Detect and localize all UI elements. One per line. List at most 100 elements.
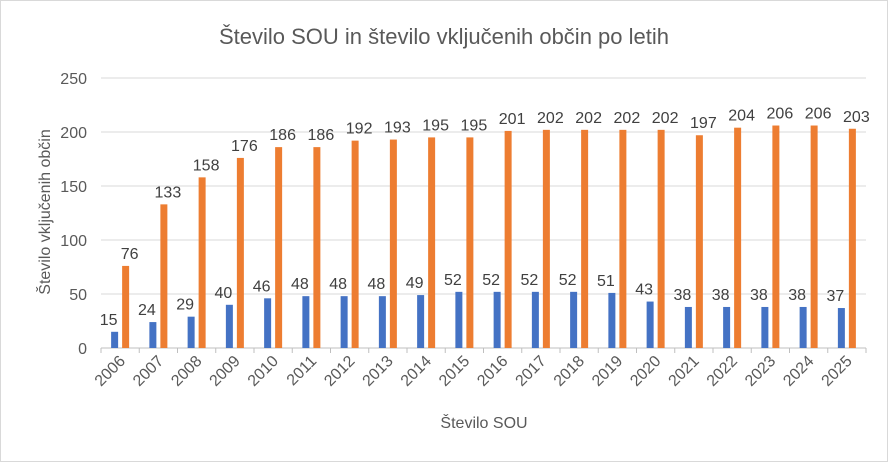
bar-sou <box>149 322 157 348</box>
bar-obcine <box>581 129 589 348</box>
bar-sou <box>455 291 463 348</box>
x-tick-label: 2020 <box>627 353 664 390</box>
x-tick-label: 2013 <box>360 353 397 390</box>
chart-title: Število SOU in število vključenih občin … <box>219 24 669 49</box>
data-label: 48 <box>367 276 385 293</box>
y-tick-label: 0 <box>78 341 87 358</box>
data-label: 49 <box>406 275 424 292</box>
data-label: 38 <box>750 287 768 304</box>
data-label: 192 <box>346 121 373 138</box>
data-label: 24 <box>138 302 156 319</box>
bar-obcine <box>504 130 512 348</box>
data-label: 202 <box>652 110 679 127</box>
data-label: 204 <box>728 108 755 125</box>
data-label: 202 <box>537 110 564 127</box>
bar-sou <box>646 301 654 348</box>
data-label: 43 <box>635 282 653 299</box>
data-label: 38 <box>788 287 806 304</box>
y-tick-label: 200 <box>60 125 87 142</box>
bar-obcine <box>619 129 627 348</box>
bar-obcine <box>313 147 321 348</box>
data-label: 186 <box>308 127 335 144</box>
data-label: 203 <box>843 109 870 126</box>
data-label: 15 <box>100 312 118 329</box>
data-label: 201 <box>499 111 526 128</box>
bar-obcine <box>542 129 550 348</box>
data-label: 186 <box>269 127 296 144</box>
y-tick-label: 250 <box>60 71 87 88</box>
bar-sou <box>225 304 233 348</box>
y-axis-label: Število vključenih občin <box>35 129 54 294</box>
x-tick-label: 2012 <box>321 353 358 390</box>
x-tick-label: 2025 <box>819 353 856 390</box>
bar-sou <box>723 306 731 348</box>
bar-sou <box>187 316 195 348</box>
x-tick-label: 2022 <box>704 353 741 390</box>
bar-sou <box>264 298 272 348</box>
data-label: 158 <box>193 157 220 174</box>
bar-sou <box>417 295 425 348</box>
data-label: 51 <box>597 273 615 290</box>
x-tick-label: 2017 <box>513 353 550 390</box>
x-tick-label: 2018 <box>551 353 588 390</box>
data-label: 52 <box>444 272 462 289</box>
data-label: 197 <box>690 115 717 132</box>
x-tick-label: 2008 <box>168 353 205 390</box>
x-tick-label: 2011 <box>284 353 320 389</box>
y-tick-label: 50 <box>69 287 87 304</box>
bar-sou <box>570 291 578 348</box>
x-tick-label: 2015 <box>436 353 473 390</box>
data-label: 52 <box>482 272 500 289</box>
data-label: 38 <box>673 287 691 304</box>
data-label: 29 <box>176 297 194 314</box>
bar-sou <box>111 331 119 348</box>
bar-sou <box>684 306 692 348</box>
data-label: 40 <box>214 285 232 302</box>
bar-sou <box>799 306 807 348</box>
bar-obcine <box>198 177 206 348</box>
data-label: 48 <box>329 276 347 293</box>
data-label: 48 <box>291 276 309 293</box>
data-label: 46 <box>253 278 271 295</box>
bar-obcine <box>466 137 474 348</box>
x-tick-label: 2006 <box>92 353 129 390</box>
bar-obcine <box>848 128 856 348</box>
data-label: 52 <box>520 272 538 289</box>
x-tick-label: 2010 <box>245 353 282 390</box>
x-tick-label: 2019 <box>589 353 626 390</box>
bars <box>111 125 856 349</box>
bar-obcine <box>351 140 359 348</box>
data-label: 206 <box>767 106 794 123</box>
x-tick-label: 2024 <box>780 353 817 390</box>
bar-sou <box>302 296 310 348</box>
x-tick-label: 2014 <box>398 353 435 390</box>
data-label: 52 <box>559 272 577 289</box>
data-label: 193 <box>384 120 411 137</box>
bar-obcine <box>695 135 703 348</box>
bar-sou <box>531 291 539 348</box>
bar-obcine <box>734 127 742 349</box>
x-tick-label: 2016 <box>474 353 511 390</box>
bar-obcine <box>428 137 436 348</box>
bar-sou <box>340 296 348 348</box>
bar-sou <box>761 306 769 348</box>
bar-obcine <box>810 125 818 349</box>
data-label: 202 <box>614 110 641 127</box>
bar-obcine <box>122 265 130 348</box>
bar-sou <box>608 292 616 348</box>
x-tick-label: 2007 <box>130 353 167 390</box>
bar-sou <box>837 308 845 348</box>
data-label: 206 <box>805 106 832 123</box>
bar-sou <box>493 291 501 348</box>
bar-obcine <box>160 204 168 348</box>
data-label: 37 <box>826 288 844 305</box>
bar-obcine <box>275 147 283 348</box>
data-label: 202 <box>575 110 602 127</box>
x-tick-label: 2009 <box>207 353 244 390</box>
x-axis-label: Število SOU <box>440 413 527 432</box>
data-label: 176 <box>231 138 258 155</box>
bar-obcine <box>772 125 780 349</box>
x-axis-ticks: 2006 2007 2008 2009 2010 2011 2012 2013 2014 2015… <box>92 348 867 390</box>
data-label: 195 <box>422 117 449 134</box>
